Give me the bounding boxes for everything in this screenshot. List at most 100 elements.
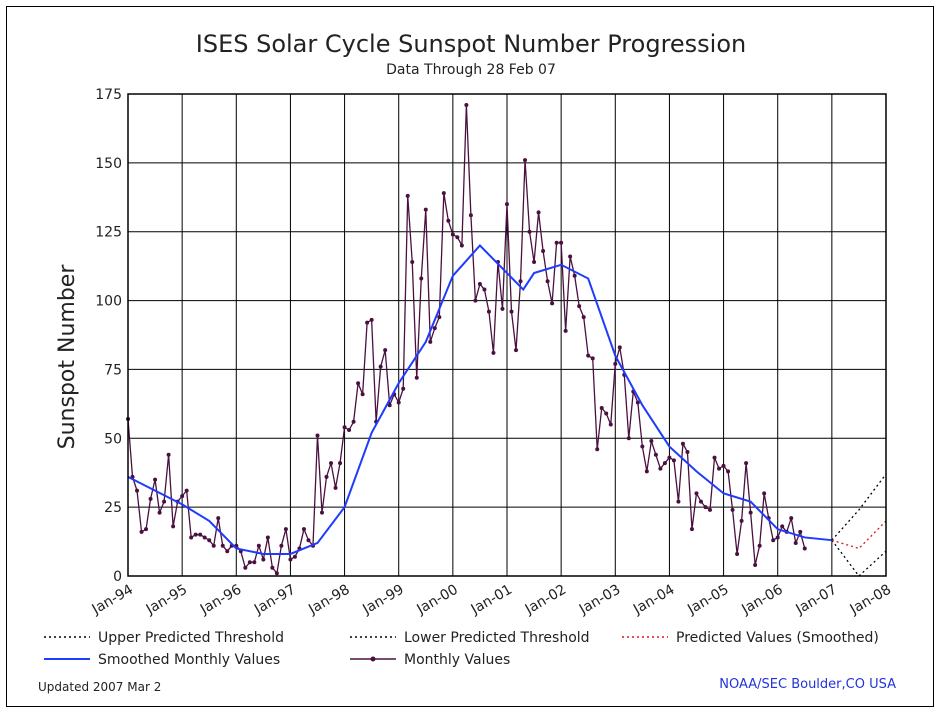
data-point bbox=[139, 529, 144, 534]
data-point bbox=[572, 273, 577, 278]
data-point bbox=[550, 301, 555, 306]
data-point bbox=[225, 549, 230, 554]
data-point bbox=[581, 315, 586, 320]
x-tick-label: Jan-98 bbox=[305, 582, 352, 619]
x-tick-label: Jan-99 bbox=[359, 582, 406, 619]
data-point bbox=[689, 527, 694, 532]
x-tick-label: Jan-95 bbox=[143, 582, 190, 619]
chart-title: ISES Solar Cycle Sunspot Number Progress… bbox=[196, 30, 747, 58]
x-tick-label: Jan-96 bbox=[197, 582, 244, 619]
data-point bbox=[536, 210, 541, 215]
data-point bbox=[708, 507, 713, 512]
updated-note: Updated 2007 Mar 2 bbox=[38, 680, 161, 694]
x-tick-label: Jan-08 bbox=[847, 582, 894, 619]
data-point bbox=[135, 488, 140, 493]
y-tick-label: 25 bbox=[104, 500, 122, 516]
data-point bbox=[414, 375, 419, 380]
data-point bbox=[717, 466, 722, 471]
data-point bbox=[166, 452, 171, 457]
data-point bbox=[617, 345, 622, 350]
data-point bbox=[486, 309, 491, 314]
data-point bbox=[378, 364, 383, 369]
y-tick-label: 0 bbox=[113, 569, 122, 585]
data-point bbox=[545, 279, 550, 284]
series-line-upper-predicted-threshold bbox=[831, 473, 887, 541]
data-point bbox=[198, 532, 203, 537]
data-point bbox=[324, 474, 329, 479]
data-point bbox=[450, 232, 455, 237]
data-point bbox=[698, 499, 703, 504]
legend-item: Smoothed Monthly Values bbox=[44, 652, 280, 668]
y-tick-label: 125 bbox=[95, 225, 122, 241]
data-point bbox=[396, 400, 401, 405]
data-point bbox=[401, 386, 406, 391]
data-point bbox=[459, 243, 464, 248]
data-point bbox=[306, 538, 311, 543]
legend-label: Smoothed Monthly Values bbox=[98, 652, 280, 668]
data-point bbox=[338, 461, 343, 466]
legend: Upper Predicted Threshold Lower Predicted… bbox=[44, 630, 879, 668]
legend-item: Monthly Values bbox=[350, 652, 510, 668]
grid bbox=[127, 93, 887, 577]
y-ticks: 0 25 50 75 100 125 150 175 bbox=[95, 87, 122, 585]
data-point bbox=[288, 557, 293, 562]
data-point bbox=[504, 202, 509, 207]
data-point bbox=[662, 461, 667, 466]
data-point bbox=[532, 260, 537, 265]
x-tick-label: Jan-01 bbox=[468, 582, 515, 619]
legend-item: Lower Predicted Threshold bbox=[350, 630, 590, 646]
x-tick-label: Jan-04 bbox=[630, 582, 677, 619]
data-point bbox=[694, 491, 699, 496]
legend-label: Lower Predicted Threshold bbox=[404, 630, 590, 646]
data-point bbox=[171, 524, 176, 529]
data-point bbox=[744, 461, 749, 466]
data-point bbox=[735, 551, 740, 556]
y-tick-label: 175 bbox=[95, 87, 122, 103]
data-point bbox=[360, 392, 365, 397]
data-point bbox=[419, 276, 424, 281]
data-point bbox=[423, 207, 428, 212]
data-point bbox=[608, 422, 613, 427]
data-point bbox=[680, 441, 685, 446]
data-point bbox=[568, 254, 573, 259]
data-point bbox=[347, 428, 352, 433]
series-line-lower-predicted-threshold bbox=[831, 539, 887, 577]
data-point bbox=[482, 287, 487, 292]
x-tick-label: Jan-07 bbox=[792, 582, 839, 619]
data-point bbox=[144, 527, 149, 532]
data-point bbox=[726, 469, 731, 474]
data-point bbox=[798, 529, 803, 534]
data-point bbox=[202, 535, 207, 540]
series bbox=[126, 103, 887, 577]
data-point bbox=[757, 543, 762, 548]
plot-area bbox=[127, 93, 887, 577]
data-point bbox=[356, 381, 361, 386]
data-point bbox=[410, 260, 415, 265]
data-point bbox=[514, 348, 519, 353]
data-point bbox=[455, 235, 460, 240]
data-point bbox=[387, 403, 392, 408]
legend-label: Monthly Values bbox=[404, 652, 510, 668]
data-point bbox=[491, 350, 496, 355]
data-point bbox=[509, 309, 514, 314]
legend-label: Predicted Values (Smoothed) bbox=[676, 630, 879, 646]
y-tick-label: 150 bbox=[95, 156, 122, 172]
data-point bbox=[184, 488, 189, 493]
data-point bbox=[405, 193, 410, 198]
data-point bbox=[283, 527, 288, 532]
data-point bbox=[500, 306, 505, 311]
data-point bbox=[653, 452, 658, 457]
legend-item: Upper Predicted Threshold bbox=[44, 630, 284, 646]
x-ticks: Jan-94 Jan-95 Jan-96 Jan-97 Jan-98 Jan-99 Jan-… bbox=[89, 582, 894, 619]
data-point bbox=[518, 279, 523, 284]
data-point bbox=[446, 218, 451, 223]
data-point bbox=[383, 348, 388, 353]
data-point bbox=[369, 317, 374, 322]
data-point bbox=[730, 507, 735, 512]
data-point bbox=[473, 298, 478, 303]
data-point bbox=[320, 510, 325, 515]
data-point bbox=[329, 461, 334, 466]
y-axis-label: Sunspot Number bbox=[55, 264, 80, 450]
data-point bbox=[577, 304, 582, 309]
data-point bbox=[468, 213, 473, 218]
